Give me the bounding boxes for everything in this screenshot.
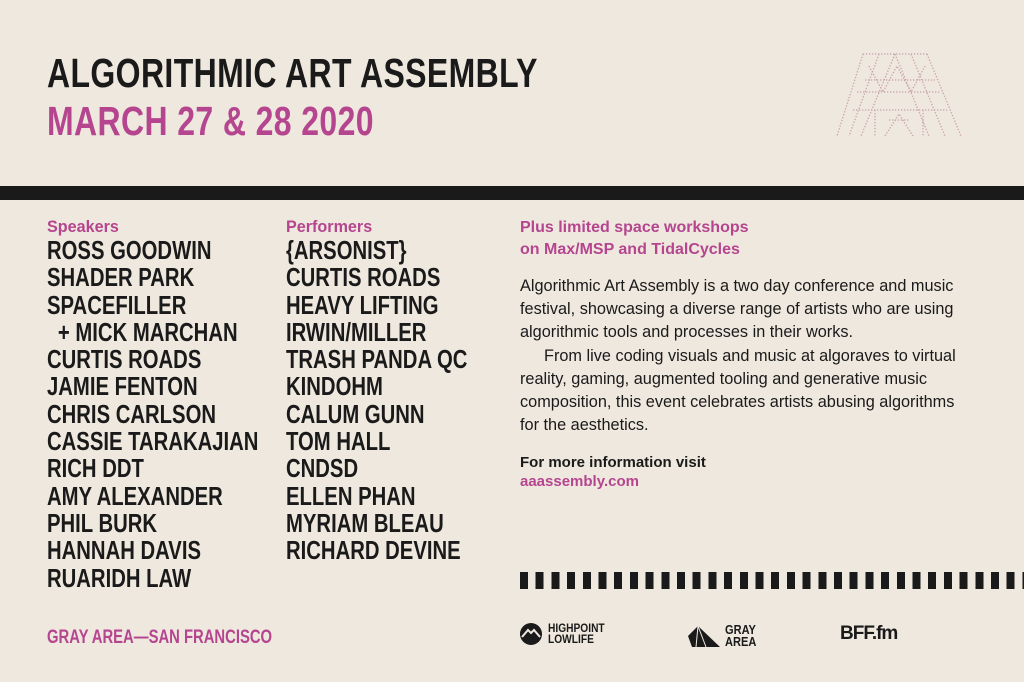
description-paragraph-2: From live coding visuals and music at al…: [520, 346, 956, 435]
workshops-headline: Plus limited space workshops: [520, 219, 749, 236]
performer-name: {ARSONIST}: [286, 235, 407, 265]
performer-name: TOM HALL: [286, 426, 391, 457]
performer-name: MYRIAM BLEAU: [286, 507, 444, 538]
speaker-name: AMY ALEXANDER: [47, 480, 223, 511]
event-date: MARCH 27 & 28 2020: [47, 98, 374, 144]
sponsor-text: HIGHPOINT: [548, 621, 605, 635]
performer-name: CURTIS ROADS: [286, 262, 441, 293]
speaker-name: CURTIS ROADS: [47, 344, 202, 375]
workshops-headline-2: on Max/MSP and TidalCycles: [520, 241, 740, 258]
speaker-name: RICH DDT: [47, 453, 144, 484]
bff-fm-logo: BFF.fm: [840, 623, 898, 644]
performer-name: HEAVY LIFTING: [286, 289, 439, 320]
performer-name: ELLEN PHAN: [286, 480, 416, 511]
info-column: Plus limited space workshops on Max/MSP …: [520, 217, 960, 490]
performers-heading: Performers: [286, 217, 373, 236]
performer-name: CNDSD: [286, 453, 359, 484]
speaker-name: CASSIE TARAKAJIAN: [47, 426, 259, 457]
event-title: ALGORITHMIC ART ASSEMBLY: [47, 50, 538, 96]
speaker-name: ROSS GOODWIN: [47, 235, 212, 265]
performer-name: TRASH PANDA QC: [286, 344, 468, 375]
speakers-heading: Speakers: [47, 217, 119, 236]
speaker-name: JAMIE FENTON: [47, 371, 198, 402]
speaker-name: PHIL BURK: [47, 507, 158, 538]
divider-bar: [0, 186, 1024, 200]
sponsor-text: AREA: [725, 634, 757, 649]
gray-area-icon: [688, 625, 720, 647]
performer-name: RICHARD DEVINE: [286, 535, 461, 566]
speaker-name: SPACEFILLER: [47, 289, 187, 320]
dashed-divider: [520, 572, 1024, 589]
performers-column: Performers {ARSONIST} CURTIS ROADS HEAVY L…: [286, 217, 519, 565]
speaker-name: CHRIS CARLSON: [47, 398, 217, 429]
description-paragraph: Algorithmic Art Assembly is a two day co…: [520, 277, 954, 342]
aaa-logo-icon: [836, 53, 962, 137]
gray-area-logo: GRAY AREA: [688, 622, 762, 649]
performer-name: KINDOHM: [286, 371, 383, 402]
mountain-circle-icon: [520, 623, 542, 645]
speakers-column: Speakers ROSS GOODWIN SHADER PARK SPACEFIL…: [47, 217, 318, 592]
speaker-name: SHADER PARK: [47, 262, 195, 293]
website-link[interactable]: aaassembly.com: [520, 473, 639, 491]
sponsor-text: LOWLIFE: [548, 632, 594, 646]
venue-label: GRAY AREA—SAN FRANCISCO: [47, 627, 273, 648]
performer-name: IRWIN/MILLER: [286, 316, 427, 347]
performer-name: CALUM GUNN: [286, 398, 425, 429]
speaker-name: RUARIDH LAW: [47, 562, 192, 593]
highpoint-lowlife-logo: HIGHPOINT LOWLIFE: [519, 622, 615, 646]
speaker-name: + MICK MARCHAN: [57, 316, 238, 347]
more-info-label: For more information visit: [520, 454, 706, 472]
speaker-name: HANNAH DAVIS: [47, 535, 201, 566]
sponsor-text: GRAY: [725, 622, 756, 637]
